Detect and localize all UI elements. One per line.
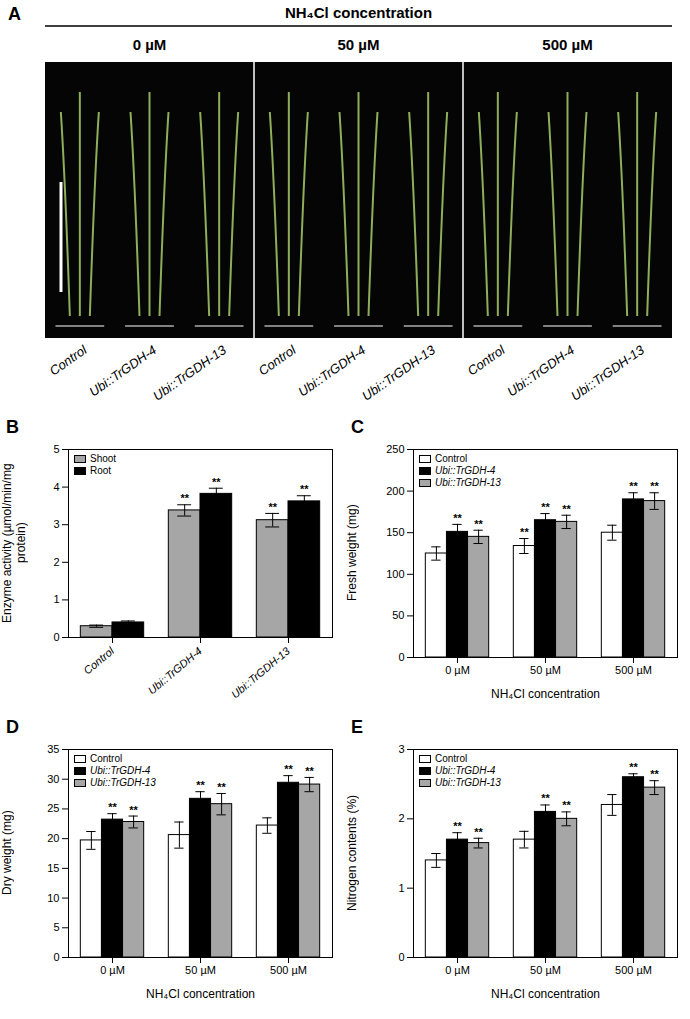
svg-text:Ubi::TrGDH-13: Ubi::TrGDH-13 [229,644,293,700]
svg-text:0 µM: 0 µM [100,964,125,976]
svg-text:150: 150 [386,526,404,538]
svg-text:100: 100 [386,568,404,580]
svg-text:**: ** [650,768,659,780]
html-text:Control: Control [90,753,123,764]
svg-text:**: ** [180,492,189,504]
html-text:Ubi::TrGDH-4: Ubi::TrGDH-4 [435,765,496,776]
svg-text:10: 10 [47,892,59,904]
html-text:Ubi::TrGDH-4: Ubi::TrGDH-4 [90,765,151,776]
svg-text:**: ** [629,480,638,492]
svg-text:15: 15 [47,862,59,874]
html-text:Enzyme activity (µmol/min/mg p: Enzyme activity (µmol/min/mg protein) [0,463,28,623]
svg-text:**: ** [474,826,483,838]
svg-text:0: 0 [398,951,404,963]
svg-text:NH₄Cl concentration: NH₄Cl concentration [146,987,255,1001]
svg-text:Control: Control [47,342,91,379]
svg-text:25: 25 [47,802,59,814]
svg-text:50 µM: 50 µM [338,36,380,53]
svg-text:50 µM: 50 µM [530,664,561,676]
svg-text:Ubi::TrGDH-13: Ubi::TrGDH-13 [568,342,647,404]
svg-text:0 µM: 0 µM [133,36,167,53]
svg-text:1: 1 [398,882,404,894]
svg-text:50 µM: 50 µM [530,964,561,976]
svg-text:**: ** [541,501,550,513]
svg-text:0 µM: 0 µM [445,964,470,976]
svg-text:5: 5 [53,443,59,455]
svg-text:Ubi::TrGDH-4: Ubi::TrGDH-4 [504,342,577,399]
svg-text:**: ** [196,779,205,791]
svg-text:Control: Control [81,644,116,676]
svg-text:**: ** [212,476,221,488]
html-text:Ubi::TrGDH-13: Ubi::TrGDH-13 [90,777,156,788]
svg-text:**: ** [284,763,293,775]
svg-text:1: 1 [53,593,59,605]
svg-text:4: 4 [53,481,59,493]
svg-text:NH₄Cl concentration: NH₄Cl concentration [491,687,600,701]
html-text:Shoot: Shoot [90,453,117,464]
svg-text:500 µM: 500 µM [615,964,652,976]
svg-text:35: 35 [47,743,59,755]
svg-text:**: ** [474,518,483,530]
svg-text:30: 30 [47,773,59,785]
html-text:D: D [6,717,19,737]
svg-text:Ubi::TrGDH-4: Ubi::TrGDH-4 [295,342,368,399]
svg-text:**: ** [453,820,462,832]
svg-text:Ubi::TrGDH-4: Ubi::TrGDH-4 [86,342,159,399]
svg-text:500 µM: 500 µM [615,664,652,676]
svg-text:50 µM: 50 µM [185,964,216,976]
svg-text:**: ** [629,761,638,773]
svg-text:NH₄Cl concentration: NH₄Cl concentration [285,4,432,21]
svg-text:0 µM: 0 µM [445,664,470,676]
svg-text:**: ** [108,801,117,813]
svg-text:**: ** [453,512,462,524]
svg-text:2: 2 [53,556,59,568]
svg-text:2: 2 [398,812,404,824]
svg-text:500 µM: 500 µM [542,36,592,53]
svg-text:**: ** [217,781,226,793]
svg-text:20: 20 [47,832,59,844]
svg-text:3: 3 [398,743,404,755]
svg-text:**: ** [562,799,571,811]
svg-text:**: ** [129,804,138,816]
html-text:Dry weight (mg): Dry weight (mg) [0,810,14,896]
svg-text:0: 0 [398,651,404,663]
html-text:Root: Root [90,465,112,476]
svg-text:200: 200 [386,485,404,497]
svg-text:Control: Control [256,342,300,379]
svg-text:500 µM: 500 µM [270,964,307,976]
html-text:E: E [351,717,363,737]
html-text:Ubi::TrGDH-13: Ubi::TrGDH-13 [435,777,501,788]
svg-text:A: A [8,4,21,24]
html-text:Fresh weight (mg): Fresh weight (mg) [345,504,359,602]
html-text:Control: Control [435,453,468,464]
svg-text:**: ** [268,501,277,513]
html-text:Control: Control [435,753,468,764]
svg-text:NH₄Cl concentration: NH₄Cl concentration [491,987,600,1001]
svg-text:**: ** [541,792,550,804]
html-text:B: B [6,417,19,437]
svg-text:**: ** [562,503,571,515]
svg-text:**: ** [650,480,659,492]
svg-text:**: ** [305,765,314,777]
svg-text:250: 250 [386,443,404,455]
svg-text:Ubi::TrGDH-13: Ubi::TrGDH-13 [150,342,229,404]
html-text:C: C [351,417,364,437]
html-text:Ubi::TrGDH-4: Ubi::TrGDH-4 [435,465,496,476]
svg-text:Ubi::TrGDH-4: Ubi::TrGDH-4 [145,645,204,697]
svg-text:50: 50 [392,609,404,621]
svg-text:5: 5 [53,921,59,933]
svg-text:3: 3 [53,518,59,530]
html-text:Nitrogen contents (%): Nitrogen contents (%) [345,795,359,911]
svg-text:Ubi::TrGDH-13: Ubi::TrGDH-13 [359,342,438,404]
svg-text:0: 0 [53,631,59,643]
svg-text:**: ** [520,526,529,538]
svg-text:Control: Control [465,342,509,379]
svg-text:0: 0 [53,951,59,963]
svg-text:**: ** [300,483,309,495]
html-text:Ubi::TrGDH-13: Ubi::TrGDH-13 [435,477,501,488]
